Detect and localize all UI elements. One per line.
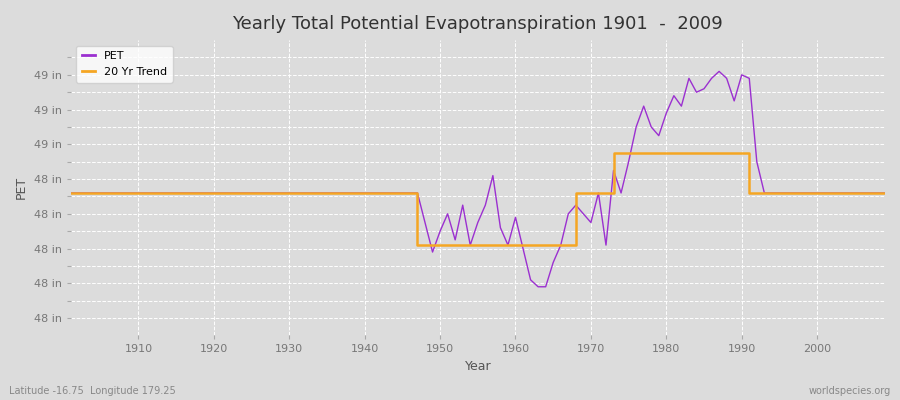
X-axis label: Year: Year [464, 360, 491, 373]
Text: Latitude -16.75  Longitude 179.25: Latitude -16.75 Longitude 179.25 [9, 386, 176, 396]
Y-axis label: PET: PET [15, 176, 28, 199]
Text: worldspecies.org: worldspecies.org [809, 386, 891, 396]
Legend: PET, 20 Yr Trend: PET, 20 Yr Trend [76, 46, 173, 82]
Title: Yearly Total Potential Evapotranspiration 1901  -  2009: Yearly Total Potential Evapotranspiratio… [232, 15, 724, 33]
